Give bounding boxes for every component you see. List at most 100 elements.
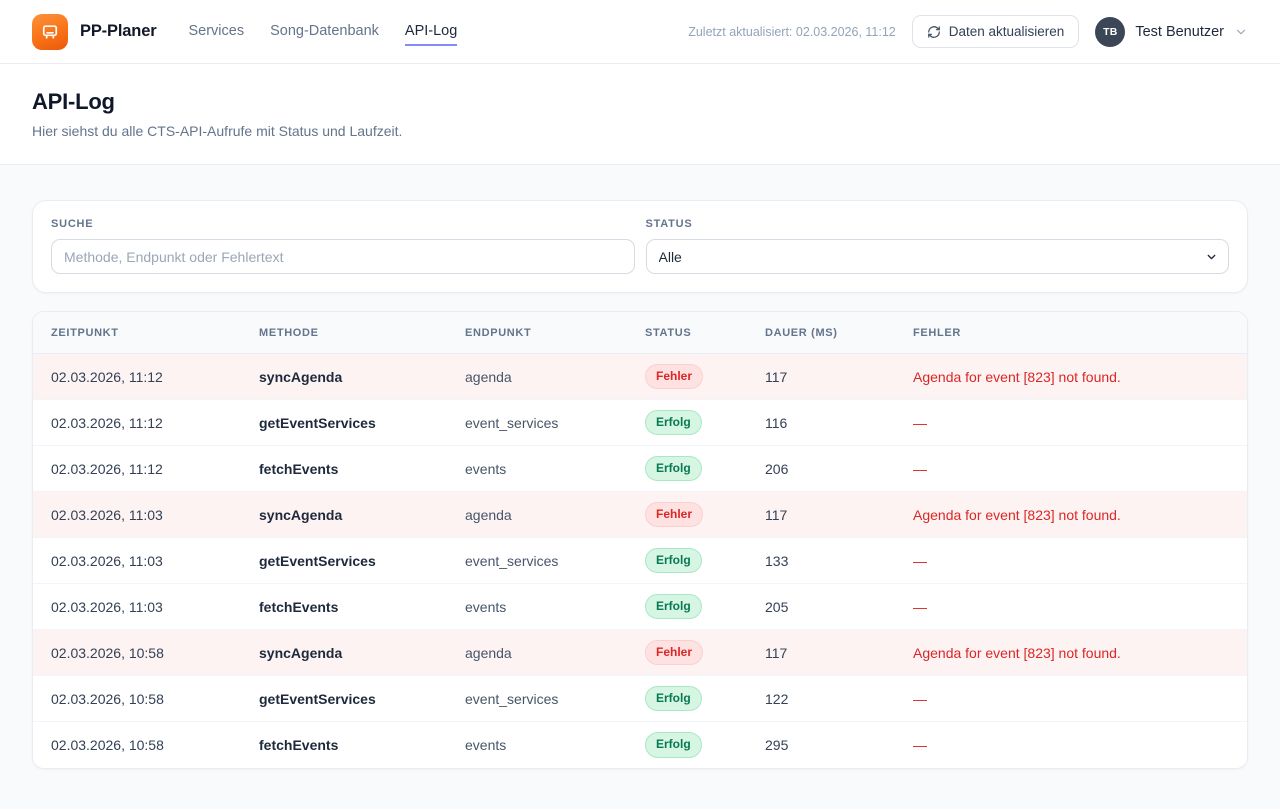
cell-method: getEventServices <box>259 414 376 431</box>
api-log-table: ZEITPUNKT METHODE ENDPUNKT STATUS DAUER … <box>32 311 1248 769</box>
status-badge: Fehler <box>645 363 704 390</box>
table-row: 02.03.2026, 11:03 getEventServices event… <box>33 538 1247 584</box>
cell-status: Fehler <box>645 363 765 390</box>
status-badge: Erfolg <box>645 547 702 574</box>
cell-status: Fehler <box>645 501 765 528</box>
search-label: SUCHE <box>51 218 94 230</box>
cell-endpoint: agenda <box>465 368 512 385</box>
filter-card: SUCHE STATUS Alle <box>32 200 1248 293</box>
cell-endpoint: agenda <box>465 644 512 661</box>
column-header-methode: METHODE <box>259 326 319 339</box>
cell-error: — <box>913 414 927 431</box>
cell-endpoint: events <box>465 737 507 753</box>
cell-method: fetchEvents <box>259 598 339 615</box>
column-header-dauer: DAUER (MS) <box>765 326 838 339</box>
refresh-data-button[interactable]: Daten aktualisieren <box>911 15 1080 48</box>
cell-method: fetchEvents <box>259 737 339 753</box>
cell-timestamp: 02.03.2026, 11:12 <box>51 414 163 431</box>
table-row: 02.03.2026, 11:12 syncAgenda agenda Fehl… <box>33 354 1247 400</box>
cell-duration: 117 <box>765 368 788 385</box>
cell-duration: 133 <box>765 552 789 569</box>
cell-method: syncAgenda <box>259 644 343 661</box>
cell-duration: 295 <box>765 737 789 753</box>
cell-status: Erfolg <box>645 455 765 482</box>
cell-timestamp: 02.03.2026, 11:12 <box>51 460 163 477</box>
cell-duration: 205 <box>765 598 789 615</box>
main-nav: Services Song-Datenbank API-Log <box>188 17 458 46</box>
status-badge: Fehler <box>645 639 704 666</box>
cell-error: — <box>913 737 927 753</box>
cell-status: Erfolg <box>645 685 765 712</box>
cell-method: syncAgenda <box>259 506 343 523</box>
cell-error: — <box>913 690 927 707</box>
chevron-down-icon <box>1234 25 1248 39</box>
cell-error: Agenda for event [823] not found. <box>913 644 1121 661</box>
table-header-row: ZEITPUNKT METHODE ENDPUNKT STATUS DAUER … <box>33 312 1247 354</box>
cell-duration: 117 <box>765 506 788 523</box>
search-input[interactable] <box>51 239 635 274</box>
cell-timestamp: 02.03.2026, 11:03 <box>51 506 163 523</box>
cell-timestamp: 02.03.2026, 10:58 <box>51 644 164 661</box>
cell-timestamp: 02.03.2026, 11:12 <box>51 368 163 385</box>
column-header-endpunkt: ENDPUNKT <box>465 326 532 339</box>
table-row: 02.03.2026, 10:58 syncAgenda agenda Fehl… <box>33 630 1247 676</box>
cell-status: Erfolg <box>645 593 765 620</box>
status-badge: Fehler <box>645 501 704 528</box>
cell-method: fetchEvents <box>259 460 339 477</box>
user-name: Test Benutzer <box>1135 23 1224 40</box>
cell-duration: 116 <box>765 414 788 431</box>
status-badge: Erfolg <box>645 455 702 482</box>
presentation-icon <box>40 22 60 42</box>
page-subtitle: Hier siehst du alle CTS-API-Aufrufe mit … <box>32 123 403 139</box>
column-header-status: STATUS <box>645 326 692 339</box>
cell-method: syncAgenda <box>259 368 343 385</box>
cell-timestamp: 02.03.2026, 11:03 <box>51 598 163 615</box>
nav-item-services[interactable]: Services <box>188 23 245 39</box>
avatar: TB <box>1095 16 1126 47</box>
cell-timestamp: 02.03.2026, 10:58 <box>51 690 164 707</box>
cell-endpoint: event_services <box>465 552 559 569</box>
status-select[interactable]: Alle <box>645 239 1229 274</box>
status-badge: Erfolg <box>645 593 702 620</box>
page-head: API-Log Hier siehst du alle CTS-API-Aufr… <box>0 64 1280 165</box>
cell-endpoint: agenda <box>465 506 512 523</box>
cell-status: Erfolg <box>645 409 765 436</box>
column-header-fehler: FEHLER <box>913 326 961 339</box>
search-field-group: SUCHE <box>51 218 635 274</box>
cell-duration: 117 <box>765 644 788 661</box>
nav-item-song-datenbank[interactable]: Song-Datenbank <box>270 23 379 39</box>
cell-status: Erfolg <box>645 547 765 574</box>
cell-error: — <box>913 460 927 477</box>
table-row: 02.03.2026, 10:58 getEventServices event… <box>33 676 1247 722</box>
cell-duration: 206 <box>765 460 789 477</box>
app-header: PP-Planer Services Song-Datenbank API-Lo… <box>0 0 1280 64</box>
cell-error: — <box>913 598 927 615</box>
app-logo <box>32 13 68 50</box>
cell-endpoint: event_services <box>465 690 559 707</box>
table-row: 02.03.2026, 11:12 fetchEvents events Erf… <box>33 446 1247 492</box>
cell-status: Erfolg <box>645 732 765 758</box>
cell-status: Fehler <box>645 639 765 666</box>
nav-item-api-log[interactable]: API-Log <box>404 17 458 46</box>
last-updated-text: Zuletzt aktualisiert: 02.03.2026, 11:12 <box>688 24 896 39</box>
table-row: 02.03.2026, 11:12 getEventServices event… <box>33 400 1247 446</box>
brand-title: PP-Planer <box>80 22 157 40</box>
cell-method: getEventServices <box>259 690 376 707</box>
table-row: 02.03.2026, 11:03 fetchEvents events Erf… <box>33 584 1247 630</box>
cell-timestamp: 02.03.2026, 10:58 <box>51 737 164 753</box>
user-menu[interactable]: TB Test Benutzer <box>1095 16 1248 47</box>
cell-endpoint: events <box>465 598 507 615</box>
refresh-icon <box>927 25 941 39</box>
column-header-zeitpunkt: ZEITPUNKT <box>51 326 119 339</box>
cell-endpoint: events <box>465 460 507 477</box>
main-content: SUCHE STATUS Alle ZEITPUNKT METHODE ENDP… <box>0 165 1280 809</box>
cell-duration: 122 <box>765 690 789 707</box>
status-label: STATUS <box>645 218 693 230</box>
status-badge: Erfolg <box>645 685 702 712</box>
cell-endpoint: event_services <box>465 414 559 431</box>
cell-error: — <box>913 552 927 569</box>
status-badge: Erfolg <box>645 409 702 436</box>
table-row: 02.03.2026, 11:03 syncAgenda agenda Fehl… <box>33 492 1247 538</box>
cell-error: Agenda for event [823] not found. <box>913 506 1121 523</box>
status-badge: Erfolg <box>645 732 702 758</box>
